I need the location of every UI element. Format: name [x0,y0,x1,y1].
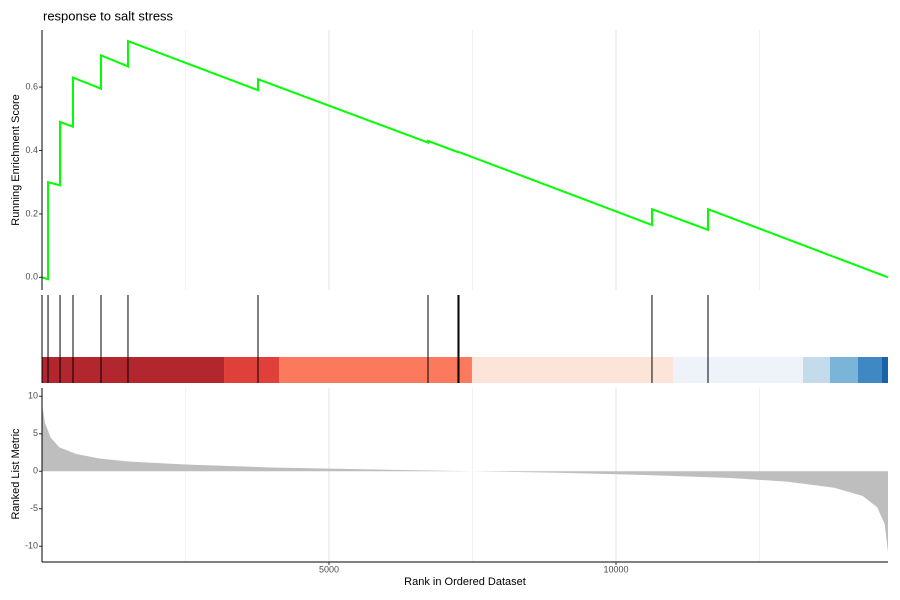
color-band [802,357,830,383]
color-band [857,357,882,383]
y-tick-label: 5 [33,428,38,438]
color-band [829,357,858,383]
color-band [278,357,472,383]
y-tick-label: 0.6 [25,81,38,91]
y-tick-label: 0 [33,466,38,476]
x-tick-label: 10000 [603,564,628,574]
color-band [672,357,803,383]
chart-title: response to salt stress [43,8,174,23]
y-axis-label: Ranked List Metric [10,428,22,520]
color-band [224,357,279,383]
x-axis-label: Rank in Ordered Dataset [404,576,526,588]
y-tick-label: -5 [30,503,38,513]
x-tick-label: 5000 [319,564,339,574]
y-tick-label: 0.2 [25,208,38,218]
enrichment-line [41,39,889,281]
y-tick-label: 0.0 [25,272,38,282]
color-band [471,357,673,383]
y-axis-label: Running Enrichment Score [10,94,22,225]
metric-area [42,403,888,553]
color-band [42,357,225,383]
color-band [881,357,888,383]
y-tick-label: 0.4 [25,145,38,155]
y-tick-label: -10 [25,541,38,551]
y-tick-label: 10 [28,391,38,401]
